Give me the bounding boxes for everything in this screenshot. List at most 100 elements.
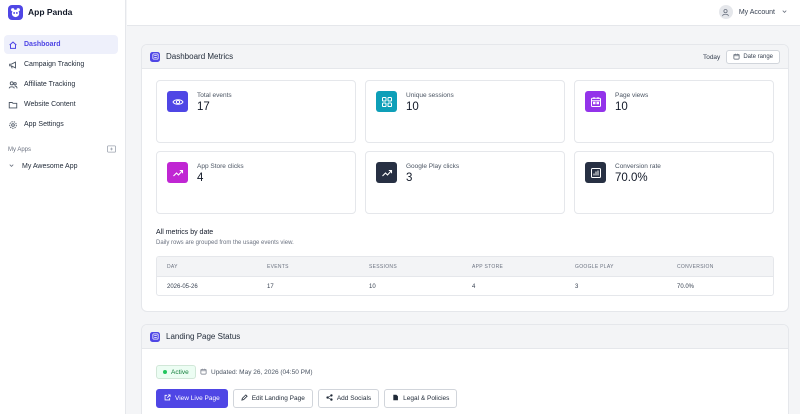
- home-icon: [8, 40, 18, 50]
- calendar-icon: [585, 91, 606, 112]
- add-socials-button[interactable]: Add Socials: [317, 389, 380, 408]
- user-avatar-icon: [718, 5, 733, 19]
- account-menu[interactable]: My Account: [718, 4, 788, 20]
- metric-card-total-events: Total events 17: [156, 80, 356, 143]
- edit-landing-page-button[interactable]: Edit Landing Page: [232, 389, 313, 408]
- column-header-google-play: GOOGLE PLAY: [575, 263, 614, 270]
- sidebar-item-label: App Settings: [24, 121, 64, 128]
- panel-header: Landing Page Status: [142, 325, 788, 349]
- metric-value: 3: [406, 172, 413, 184]
- metric-label: Google Play clicks: [406, 163, 460, 170]
- dashboard-metrics-panel: Dashboard Metrics Today Date range Total…: [141, 44, 789, 312]
- metric-card-unique-sessions: Unique sessions 10: [365, 80, 565, 143]
- users-icon: [8, 80, 18, 90]
- app-name: My Awesome App: [22, 163, 78, 170]
- folder-icon: [8, 100, 18, 110]
- column-header-app-store: APP STORE: [472, 263, 504, 270]
- brand[interactable]: App Panda: [8, 4, 72, 20]
- cell-events: 17: [267, 283, 274, 290]
- chevron-down-icon: [781, 8, 788, 17]
- legal-policies-button[interactable]: Legal & Policies: [384, 389, 458, 408]
- sidebar-item-label: Campaign Tracking: [24, 61, 85, 68]
- metric-card-app-store-clicks: App Store clicks 4: [156, 151, 356, 214]
- external-link-icon: [164, 394, 171, 403]
- cell-app-store: 4: [472, 283, 476, 290]
- panel-header: Dashboard Metrics Today Date range: [142, 45, 788, 69]
- landing-actions: View Live Page Edit Landing Page Add Soc…: [156, 389, 458, 408]
- metric-label: App Store clicks: [197, 163, 244, 170]
- sidebar-item-website-content[interactable]: Website Content: [4, 95, 118, 114]
- landing-page-icon: [150, 331, 160, 342]
- metric-label: Page views: [615, 92, 649, 99]
- metric-value: 17: [197, 101, 210, 113]
- sidebar-item-affiliate-tracking[interactable]: Affiliate Tracking: [4, 75, 118, 94]
- panel-title: Dashboard Metrics: [166, 52, 234, 61]
- metric-label: Conversion rate: [615, 163, 661, 170]
- edit-landing-page-label: Edit Landing Page: [251, 395, 305, 402]
- updated-text: Updated: May 26, 2026 (04:50 PM): [211, 368, 313, 376]
- view-live-page-label: View Live Page: [175, 395, 220, 402]
- panel-title: Landing Page Status: [166, 332, 241, 341]
- trending-up-icon: [167, 162, 188, 183]
- status-label: Active: [171, 368, 189, 376]
- gear-icon: [8, 120, 18, 130]
- metric-label: Total events: [197, 92, 232, 99]
- column-header-sessions: SESSIONS: [369, 263, 397, 270]
- metric-label: Unique sessions: [406, 92, 454, 99]
- updated-info: Updated: May 26, 2026 (04:50 PM): [200, 365, 313, 379]
- view-live-page-button[interactable]: View Live Page: [156, 389, 228, 408]
- my-apps-header: My Apps: [8, 145, 116, 155]
- sidebar-item-app-settings[interactable]: App Settings: [4, 115, 118, 134]
- share-icon: [326, 394, 333, 403]
- eye-icon: [167, 91, 188, 112]
- column-header-events: EVENTS: [267, 263, 289, 270]
- sidebar-item-label: Affiliate Tracking: [24, 81, 76, 88]
- metric-value: 10: [615, 101, 628, 113]
- megaphone-icon: [8, 60, 18, 70]
- cell-google-play: 3: [575, 283, 579, 290]
- metric-card-google-play-clicks: Google Play clicks 3: [365, 151, 565, 214]
- landing-page-status-panel: Landing Page Status Active Updated: May …: [141, 324, 789, 414]
- date-controls: Today Date range: [703, 50, 780, 64]
- metric-value: 10: [406, 101, 419, 113]
- sidebar-nav: Dashboard Campaign Tracking Affiliate Tr…: [4, 35, 118, 135]
- cell-sessions: 10: [369, 283, 376, 290]
- metric-card-page-views: Page views 10: [574, 80, 774, 143]
- sidebar: App Panda Dashboard Campaign Tracking Af…: [0, 0, 126, 414]
- status-dot-icon: [163, 370, 167, 374]
- account-label: My Account: [738, 8, 775, 16]
- period-label: Today: [702, 53, 721, 61]
- calendar-icon: [200, 368, 207, 377]
- add-socials-label: Add Socials: [336, 395, 372, 402]
- metrics-table: DAY EVENTS SESSIONS APP STORE GOOGLE PLA…: [156, 256, 774, 296]
- metric-value: 4: [197, 172, 204, 184]
- column-header-conversion: CONVERSION: [677, 263, 714, 270]
- status-badge: Active: [156, 365, 196, 379]
- dashboard-icon: [150, 51, 160, 62]
- grid-icon: [376, 91, 397, 112]
- date-range-label: Date range: [743, 54, 773, 60]
- pencil-icon: [241, 394, 248, 403]
- bar-chart-icon: [585, 162, 606, 183]
- cell-conversion: 70.0%: [677, 283, 695, 290]
- sidebar-item-label: Dashboard: [24, 41, 61, 48]
- cell-day: 2026-05-26: [167, 283, 198, 290]
- column-header-day: DAY: [167, 263, 178, 270]
- metric-card-conversion-rate: Conversion rate 70.0%: [574, 151, 774, 214]
- sidebar-item-dashboard[interactable]: Dashboard: [4, 35, 118, 54]
- my-apps-item[interactable]: My Awesome App: [8, 162, 78, 171]
- table-header-row: DAY EVENTS SESSIONS APP STORE GOOGLE PLA…: [157, 257, 773, 277]
- my-apps-label: My Apps: [8, 147, 32, 153]
- table-row: 2026-05-26 17 10 4 3 70.0%: [157, 277, 773, 295]
- top-header: My Account: [127, 0, 800, 26]
- brand-name: App Panda: [28, 7, 73, 17]
- date-range-button[interactable]: Date range: [726, 50, 780, 64]
- metric-value: 70.0%: [615, 172, 648, 184]
- legal-policies-label: Legal & Policies: [403, 395, 450, 402]
- document-icon: [392, 394, 399, 403]
- sidebar-item-label: Website Content: [24, 101, 76, 108]
- table-title: All metrics by date: [156, 229, 214, 236]
- sidebar-item-campaign-tracking[interactable]: Campaign Tracking: [4, 55, 118, 74]
- panda-logo-icon: [8, 4, 23, 20]
- add-app-icon[interactable]: [107, 145, 116, 155]
